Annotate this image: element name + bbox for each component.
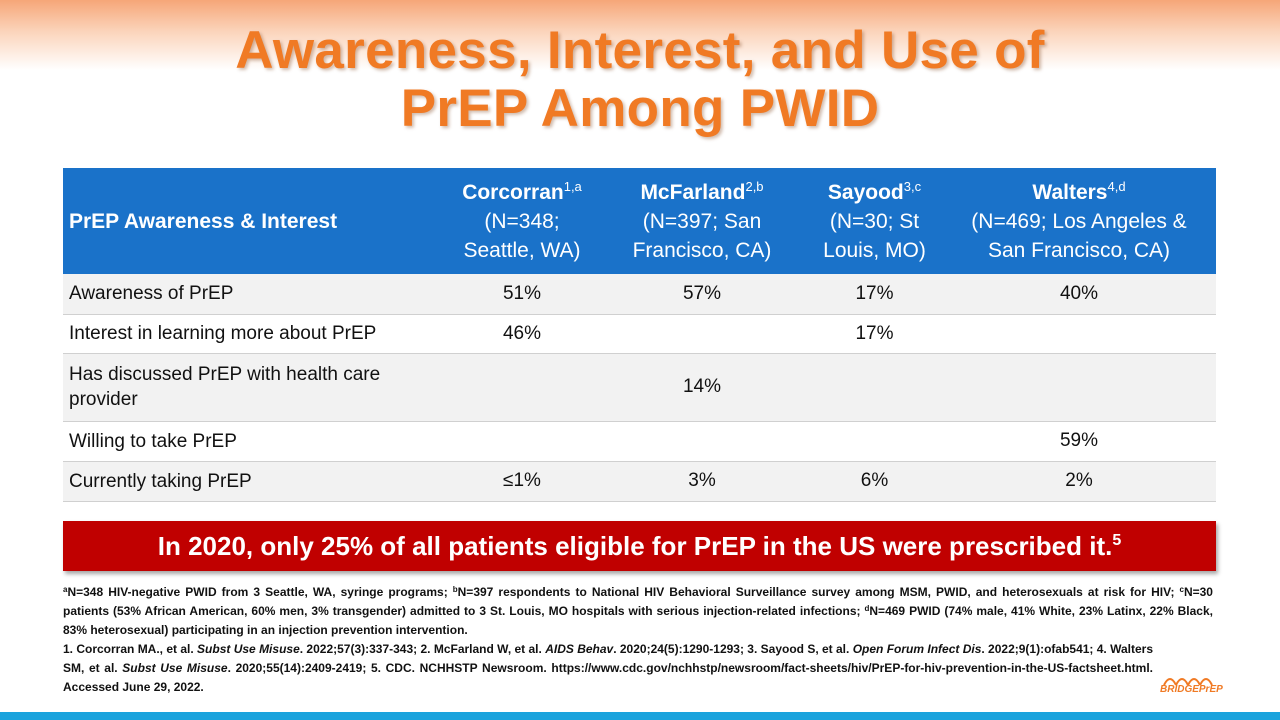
table-cell: 17% — [807, 274, 942, 315]
table-cell: 57% — [597, 274, 807, 315]
table-cell — [447, 353, 597, 422]
banner-text: In 2020, only 25% of all patients eligib… — [157, 531, 1113, 561]
table-cell: 46% — [447, 314, 597, 354]
table-cell: 59% — [942, 421, 1216, 462]
banner-superscript: 5 — [1112, 532, 1122, 549]
column-header-walters: Walters4,d (N=469; Los Angeles & San Fra… — [942, 168, 1216, 274]
table-cell: 17% — [807, 314, 942, 354]
table-cell: 2% — [942, 461, 1216, 502]
table-row: Currently taking PrEP ≤1% 3% 6% 2% — [63, 461, 1216, 502]
column-header-corcorran: Corcorran1,a (N=348; Seattle, WA) — [447, 168, 597, 274]
footnote-references: 1. Corcorran MA., et al. Subst Use Misus… — [63, 642, 1153, 694]
table-cell: 6% — [807, 461, 942, 502]
table-cell — [597, 421, 807, 462]
table-row: Willing to take PrEP 59% — [63, 421, 1216, 462]
header-label: PrEP Awareness & Interest — [63, 168, 447, 274]
bridgeprep-logo: BRIDGEPrEP — [1160, 670, 1223, 700]
row-label: Awareness of PrEP — [63, 274, 447, 315]
bridge-arches-icon — [1163, 678, 1213, 686]
table-cell — [807, 353, 942, 422]
table-cell: ≤1% — [447, 461, 597, 502]
slide-title: Awareness, Interest, and Use of PrEP Amo… — [0, 22, 1280, 138]
footnotes: aN=348 HIV-negative PWID from 3 Seattle,… — [63, 583, 1213, 697]
table-row: Interest in learning more about PrEP 46%… — [63, 314, 1216, 354]
table-cell — [942, 353, 1216, 422]
table-cell — [807, 421, 942, 462]
title-line-2: PrEP Among PWID — [400, 79, 880, 138]
prep-data-table: PrEP Awareness & Interest Corcorran1,a (… — [63, 168, 1216, 502]
row-label: Has discussed PrEP with health care prov… — [63, 353, 447, 422]
table-cell: 3% — [597, 461, 807, 502]
table-cell — [597, 314, 807, 354]
table-cell: 51% — [447, 274, 597, 315]
table-cell — [447, 421, 597, 462]
row-label: Interest in learning more about PrEP — [63, 314, 447, 354]
logo-text: BRIDGEPrEP — [1160, 684, 1223, 695]
footnote-populations: aN=348 HIV-negative PWID from 3 Seattle,… — [63, 585, 1213, 637]
table-cell: 14% — [597, 353, 807, 422]
table-row: Awareness of PrEP 51% 57% 17% 40% — [63, 274, 1216, 315]
title-line-1: Awareness, Interest, and Use of — [235, 21, 1045, 80]
column-header-sayood: Sayood3,c (N=30; St Louis, MO) — [807, 168, 942, 274]
column-header-mcfarland: McFarland2,b (N=397; San Francisco, CA) — [597, 168, 807, 274]
row-label: Currently taking PrEP — [63, 461, 447, 502]
table-header-row: PrEP Awareness & Interest Corcorran1,a (… — [63, 168, 1216, 274]
row-label: Willing to take PrEP — [63, 421, 447, 462]
table-cell — [942, 314, 1216, 354]
table-cell: 40% — [942, 274, 1216, 315]
footer-accent-bar — [0, 712, 1280, 720]
table-row: Has discussed PrEP with health care prov… — [63, 353, 1216, 422]
header-gradient-band — [0, 0, 1280, 70]
key-finding-banner: In 2020, only 25% of all patients eligib… — [63, 521, 1216, 571]
